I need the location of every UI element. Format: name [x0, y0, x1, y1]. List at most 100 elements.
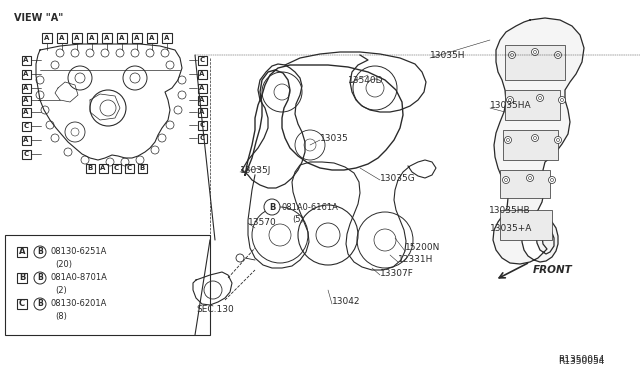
Bar	[87, 33, 97, 43]
Text: 13035HA: 13035HA	[490, 100, 532, 109]
Circle shape	[548, 176, 556, 183]
Text: 13035: 13035	[320, 134, 349, 142]
Text: R1350054: R1350054	[558, 356, 604, 365]
Bar	[22, 150, 31, 158]
Text: 15200N: 15200N	[405, 244, 440, 253]
Bar	[22, 83, 31, 93]
Text: B: B	[140, 165, 145, 171]
Text: A: A	[23, 71, 29, 77]
Circle shape	[534, 137, 536, 140]
Bar	[22, 96, 31, 105]
Text: B: B	[19, 273, 25, 282]
Text: B: B	[37, 247, 43, 257]
Bar	[500, 170, 550, 198]
Bar	[138, 164, 147, 173]
Text: 081A0-8701A: 081A0-8701A	[50, 273, 107, 282]
Text: R1350054: R1350054	[558, 357, 604, 366]
Text: A: A	[104, 35, 109, 41]
Text: B: B	[88, 165, 93, 171]
Bar	[198, 96, 207, 105]
Text: 08130-6201A: 08130-6201A	[50, 299, 106, 308]
Text: C: C	[113, 165, 118, 171]
Text: SEC.130: SEC.130	[196, 305, 234, 314]
Text: A: A	[19, 247, 25, 257]
Text: A: A	[23, 97, 29, 103]
Text: A: A	[199, 85, 205, 91]
Circle shape	[531, 135, 538, 141]
Circle shape	[34, 298, 46, 310]
Bar	[22, 135, 31, 144]
Bar	[198, 70, 207, 78]
Circle shape	[34, 272, 46, 284]
Circle shape	[534, 51, 536, 54]
Circle shape	[509, 99, 511, 102]
Circle shape	[264, 199, 280, 215]
Circle shape	[34, 246, 46, 258]
Bar	[198, 134, 207, 142]
Bar	[198, 55, 207, 64]
Circle shape	[561, 99, 563, 102]
Text: A: A	[100, 165, 106, 171]
Circle shape	[527, 174, 534, 182]
Text: 13042: 13042	[332, 298, 360, 307]
Circle shape	[554, 51, 561, 58]
Text: 13540D: 13540D	[348, 76, 383, 84]
Text: 08130-6251A: 08130-6251A	[50, 247, 106, 257]
Text: (2): (2)	[55, 285, 67, 295]
Circle shape	[529, 176, 531, 180]
Text: 13035HB: 13035HB	[489, 205, 531, 215]
Bar	[99, 164, 108, 173]
Text: A: A	[199, 71, 205, 77]
Bar	[17, 299, 27, 309]
Text: A: A	[23, 85, 29, 91]
Bar	[500, 210, 552, 240]
Bar	[72, 33, 82, 43]
Circle shape	[511, 54, 513, 57]
Circle shape	[506, 138, 509, 141]
Circle shape	[559, 96, 566, 103]
Bar	[102, 33, 112, 43]
Circle shape	[538, 96, 541, 99]
Circle shape	[502, 176, 509, 183]
Text: 13035H: 13035H	[430, 51, 465, 60]
Text: A: A	[60, 35, 65, 41]
Text: A: A	[119, 35, 125, 41]
Text: A: A	[164, 35, 170, 41]
Bar	[22, 122, 31, 131]
Bar	[198, 108, 207, 116]
Bar	[132, 33, 142, 43]
Bar	[111, 164, 120, 173]
Text: A: A	[199, 109, 205, 115]
Bar	[17, 247, 27, 257]
Text: C: C	[24, 123, 29, 129]
Bar	[198, 83, 207, 93]
Text: A: A	[134, 35, 140, 41]
Circle shape	[557, 54, 559, 57]
Circle shape	[554, 137, 561, 144]
Text: A: A	[199, 97, 205, 103]
Text: A: A	[90, 35, 95, 41]
Circle shape	[536, 94, 543, 102]
Polygon shape	[493, 18, 584, 264]
Bar	[42, 33, 52, 43]
Text: B: B	[37, 299, 43, 308]
Circle shape	[506, 96, 513, 103]
Text: A: A	[23, 57, 29, 63]
Text: A: A	[149, 35, 155, 41]
Bar	[505, 45, 565, 80]
Circle shape	[550, 179, 554, 182]
Text: VIEW "A": VIEW "A"	[14, 13, 63, 23]
Text: (5): (5)	[292, 215, 304, 224]
Text: (20): (20)	[55, 260, 72, 269]
Bar	[147, 33, 157, 43]
Text: C: C	[24, 151, 29, 157]
Text: C: C	[19, 299, 25, 308]
Circle shape	[531, 48, 538, 55]
Bar	[17, 273, 27, 283]
Bar	[503, 130, 558, 160]
Bar	[505, 90, 560, 120]
Bar	[125, 164, 134, 173]
Text: 13570: 13570	[248, 218, 276, 227]
Bar	[22, 70, 31, 78]
Text: 13035J: 13035J	[240, 166, 271, 174]
